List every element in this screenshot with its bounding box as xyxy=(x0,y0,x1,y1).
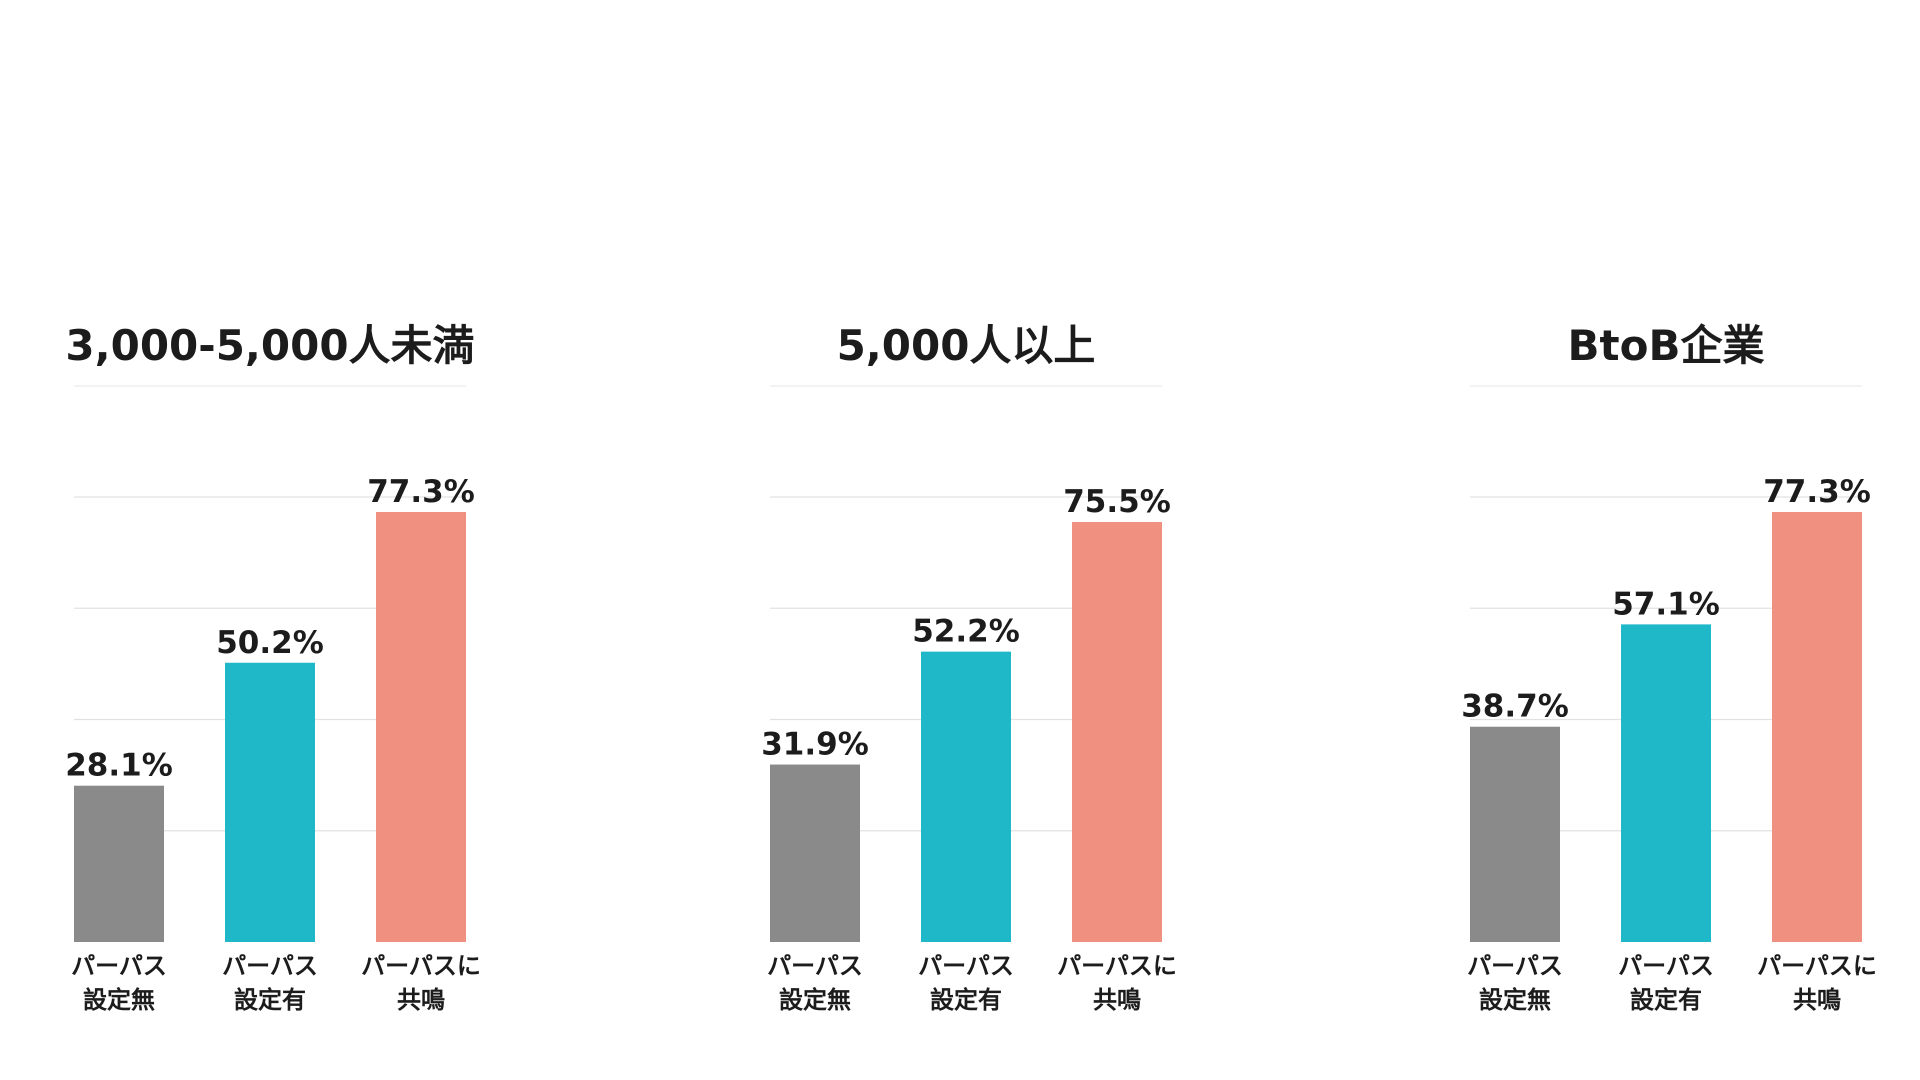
bar-2 xyxy=(225,662,315,942)
value-label: 52.2% xyxy=(912,614,1020,650)
chart-2: 5,000人以上 31.9% パーパス設定無 52.2% パーパス設定有 75.5% パーパ… xyxy=(761,321,1177,1014)
value-label: 57.1% xyxy=(1612,586,1720,622)
category-label-line: 設定有 xyxy=(930,986,1002,1014)
category-label-line: パーパス xyxy=(1467,952,1563,980)
value-label: 77.3% xyxy=(1763,474,1871,510)
category-label-line: 共鳴 xyxy=(1093,986,1141,1014)
category-label-line: 設定無 xyxy=(1479,986,1551,1014)
bar-2 xyxy=(921,651,1011,942)
category-label-line: パーパス xyxy=(71,952,167,980)
category-label: パーパス設定有 xyxy=(918,952,1014,1014)
category-label: パーパス設定無 xyxy=(767,952,863,1014)
category-label-line: パーパスに xyxy=(1057,952,1177,980)
category-label-line: パーパス xyxy=(1618,952,1714,980)
category-label: パーパスに共鳴 xyxy=(1757,952,1877,1014)
bar-3 xyxy=(1772,512,1862,942)
bar-3 xyxy=(376,512,466,942)
category-label-line: パーパス xyxy=(767,952,863,980)
chart-title: 3,000-5,000人未満 xyxy=(65,321,474,370)
category-label-line: 設定有 xyxy=(1630,986,1702,1014)
category-label-line: パーパスに xyxy=(361,952,481,980)
category-label-line: 設定有 xyxy=(234,986,306,1014)
bar-2 xyxy=(1621,624,1711,942)
category-label-line: 設定無 xyxy=(83,986,155,1014)
category-label-line: 設定無 xyxy=(779,986,851,1014)
category-label: パーパス設定有 xyxy=(1618,952,1714,1014)
category-label-line: 共鳴 xyxy=(397,986,445,1014)
chart-title: 5,000人以上 xyxy=(837,321,1096,370)
category-label: パーパス設定有 xyxy=(222,952,318,1014)
category-label-line: パーパスに xyxy=(1757,952,1877,980)
value-label: 75.5% xyxy=(1063,484,1171,520)
category-label-line: 共鳴 xyxy=(1793,986,1841,1014)
category-label-line: パーパス xyxy=(222,952,318,980)
category-label: パーパス設定無 xyxy=(1467,952,1563,1014)
value-label: 38.7% xyxy=(1461,689,1569,725)
chart-title: BtoB企業 xyxy=(1568,321,1765,370)
category-label-line: パーパス xyxy=(918,952,1014,980)
chart-3: BtoB企業 38.7% パーパス設定無 57.1% パーパス設定有 77.3% パーパスに… xyxy=(1461,321,1877,1014)
category-label: パーパスに共鳴 xyxy=(1057,952,1177,1014)
bar-3 xyxy=(1072,522,1162,942)
category-label: パーパス設定無 xyxy=(71,952,167,1014)
value-label: 77.3% xyxy=(367,474,475,510)
bar-1 xyxy=(74,785,164,942)
bar-1 xyxy=(770,764,860,942)
category-label: パーパスに共鳴 xyxy=(361,952,481,1014)
chart-1: 3,000-5,000人未満 28.1% パーパス設定無 50.2% パーパス設定有 77… xyxy=(65,321,481,1014)
value-label: 28.1% xyxy=(65,748,173,784)
value-label: 50.2% xyxy=(216,625,324,661)
value-label: 31.9% xyxy=(761,727,869,763)
bar-1 xyxy=(1470,726,1560,942)
